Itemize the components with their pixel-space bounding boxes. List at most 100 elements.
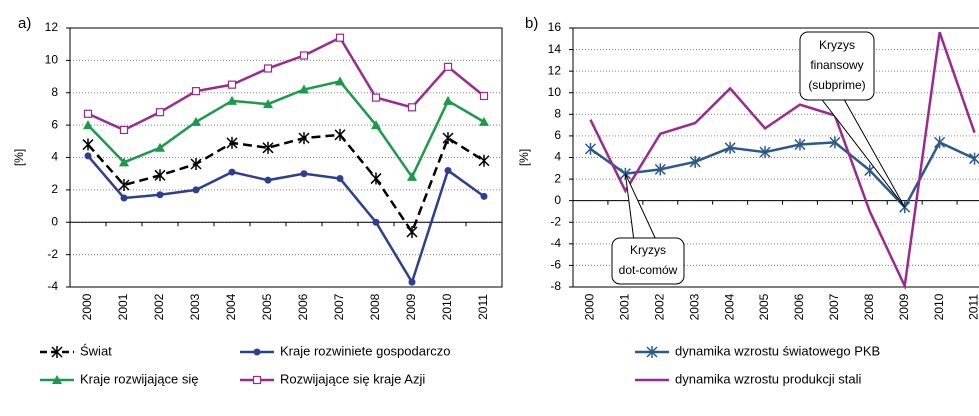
marker [262,141,274,154]
marker [479,91,489,101]
legend-label: dynamika wzrostu produkcji stali [675,371,862,386]
y-tick-label: -2 [550,214,561,228]
marker [370,172,382,185]
x-tick-label: 2001 [116,293,130,320]
marker [334,128,346,141]
x-tick-label: 2010 [932,293,946,320]
marker [154,169,166,182]
x-tick-label: 2004 [224,293,238,320]
marker [192,186,200,194]
marker [263,64,273,73]
plot-frame [572,27,979,288]
x-tick-label: 2008 [368,293,382,320]
legend-marker [51,346,63,358]
marker [118,179,130,192]
marker [299,84,309,94]
marker [120,194,128,202]
marker [300,170,308,178]
x-tick-label: 2000 [80,293,94,320]
series-line [87,155,485,286]
callout-box [799,31,875,101]
marker [406,225,418,238]
x-tick-label: 2007 [827,293,841,320]
y-axis-label: [%] [517,149,531,166]
legend-marker [252,375,262,385]
marker [689,155,701,168]
marker [442,132,454,145]
y-tick-label: 6 [51,117,58,131]
marker [444,166,452,174]
x-tick-label: 2002 [652,293,666,320]
marker [724,141,736,154]
series-line [87,133,485,235]
legend-label: Rozwijające się kraje Azji [280,371,425,386]
marker [371,120,381,130]
x-tick-label: 2010 [440,293,454,320]
marker [191,87,201,96]
callout-pointer [624,173,656,239]
legend-label: dynamika wzrostu światowego PKB [675,343,880,358]
y-tick-label: 4 [554,150,561,164]
y-axis-label: [%] [12,149,26,166]
panel-label: b) [525,15,538,32]
x-tick-label: 2008 [862,293,876,320]
x-tick-label: 2003 [687,293,701,320]
annotation-text: Kryzys [819,38,855,52]
y-tick-label: 0 [554,193,561,207]
annotation-text: dot-comów [619,263,678,277]
y-tick-label: 12 [45,20,59,34]
y-tick-label: 2 [554,171,561,185]
plot-frame [69,27,503,288]
x-tick-label: 2004 [722,293,736,320]
marker [82,138,94,151]
marker [794,138,806,151]
marker [155,108,165,117]
marker [443,95,453,105]
marker [190,157,202,170]
marker [371,93,381,102]
annotation-text: Kryzys [630,243,666,257]
marker [829,136,841,149]
y-tick-label: 0 [51,214,58,228]
marker [156,191,164,199]
marker [263,99,273,109]
x-tick-label: 2005 [757,293,771,320]
marker [336,175,344,183]
y-tick-label: 14 [548,42,562,56]
marker [478,154,490,167]
legend-label: Kraje rozwiniete gospodarczo [280,343,451,358]
x-tick-label: 2011 [476,294,490,320]
x-tick-label: 2003 [188,293,202,320]
marker [299,51,309,60]
marker [191,116,201,126]
marker [84,152,92,160]
x-tick-label: 2011 [967,294,979,320]
x-tick-label: 2006 [792,293,806,320]
marker [407,103,417,112]
legend-label: Kraje rozwijające się [80,371,199,386]
y-tick-label: -4 [47,279,58,293]
x-tick-label: 2002 [152,293,166,320]
annotation-text: finansowy [810,58,863,72]
x-tick-label: 2000 [583,293,597,320]
marker [480,192,488,200]
marker [654,163,666,176]
marker [155,142,165,152]
callout-pointer [821,99,906,208]
series-line [589,31,976,291]
marker [969,152,979,165]
marker [934,136,946,149]
y-tick-label: 16 [548,20,562,34]
marker [119,157,129,167]
marker [227,80,237,89]
x-tick-label: 2007 [332,293,346,320]
x-tick-label: 2001 [618,293,632,320]
marker [298,132,310,145]
marker [119,125,129,135]
y-tick-label: 8 [51,85,58,99]
y-tick-label: 8 [554,107,561,121]
y-tick-label: -2 [47,247,58,261]
marker [335,33,345,42]
series-line [589,140,976,210]
y-tick-label: 6 [554,128,561,142]
